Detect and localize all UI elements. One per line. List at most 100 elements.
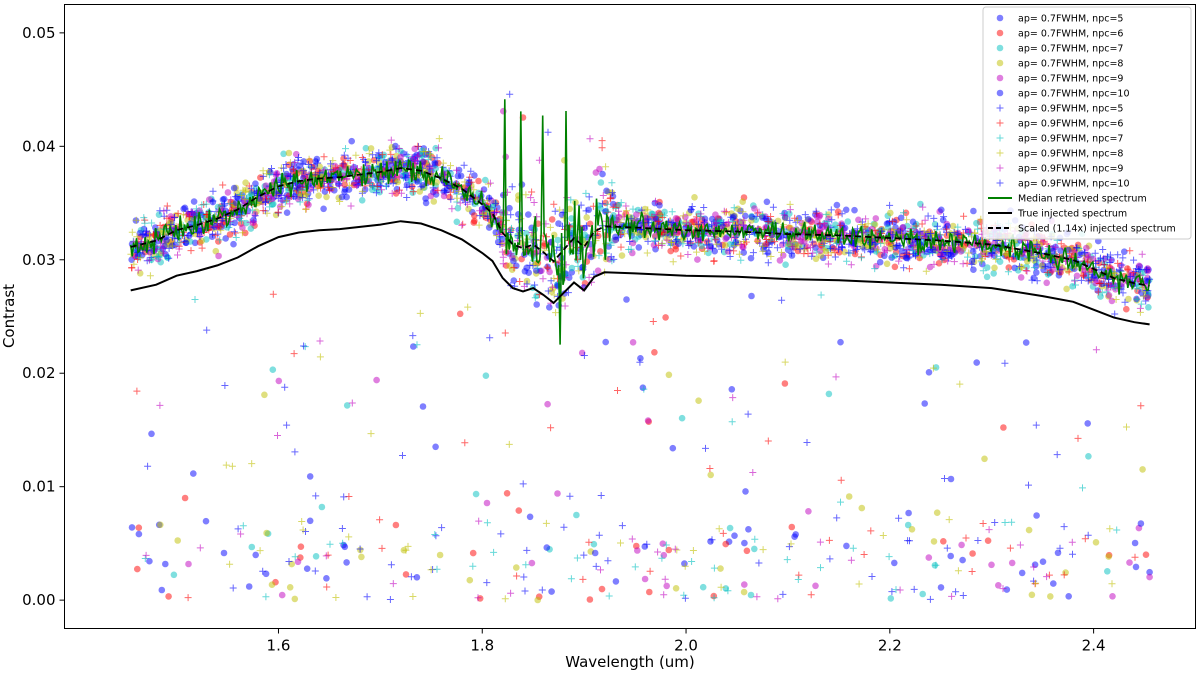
data-point — [298, 167, 306, 175]
data-point — [672, 215, 680, 222]
data-point — [373, 376, 380, 384]
data-point — [808, 238, 816, 246]
data-point — [252, 551, 259, 559]
data-point — [701, 215, 709, 223]
data-point — [933, 509, 941, 516]
data-point — [817, 564, 824, 572]
data-point — [528, 188, 536, 196]
data-point — [501, 595, 509, 603]
data-point — [1118, 261, 1126, 269]
data-point — [286, 584, 294, 591]
data-point — [781, 214, 789, 221]
data-point — [1008, 559, 1016, 567]
data-point — [1092, 346, 1100, 354]
data-point — [763, 198, 771, 206]
data-point — [543, 263, 551, 271]
data-point — [419, 403, 427, 410]
data-point — [739, 221, 747, 229]
data-point — [402, 546, 410, 554]
data-point — [506, 204, 513, 212]
data-point — [1108, 297, 1116, 305]
data-point — [227, 196, 235, 204]
data-point — [305, 195, 313, 203]
data-point — [1137, 520, 1145, 527]
data-point — [239, 186, 247, 194]
data-point — [751, 545, 758, 553]
data-point — [838, 210, 846, 218]
data-point — [694, 239, 702, 247]
data-point — [748, 213, 756, 221]
plot-frame — [64, 4, 1196, 629]
legend-marker — [996, 14, 1004, 22]
data-point — [483, 197, 491, 205]
data-point — [644, 206, 652, 214]
data-point — [640, 385, 648, 393]
data-point — [604, 557, 612, 565]
data-point — [422, 195, 429, 202]
data-point — [1072, 244, 1080, 252]
data-point — [476, 595, 484, 602]
data-point — [136, 254, 144, 262]
data-point — [294, 558, 302, 566]
data-point — [794, 576, 802, 583]
data-point — [592, 169, 600, 176]
data-point — [708, 221, 716, 229]
data-point — [343, 193, 350, 201]
data-point — [966, 228, 974, 236]
data-point — [679, 240, 687, 248]
data-point — [900, 264, 908, 272]
legend-label: ap= 0.7FWHM, npc=7 — [1018, 44, 1123, 55]
data-point — [1104, 568, 1111, 575]
data-point — [543, 544, 551, 551]
data-point — [417, 183, 425, 191]
data-point — [637, 355, 644, 362]
data-point — [466, 576, 474, 584]
data-point — [578, 349, 586, 357]
data-point — [1047, 593, 1054, 600]
data-point — [1114, 251, 1122, 259]
data-point — [490, 209, 498, 217]
data-point — [726, 253, 734, 260]
data-point — [299, 183, 307, 191]
data-point — [944, 257, 952, 265]
data-point — [730, 213, 738, 220]
data-point — [889, 231, 897, 239]
data-point — [462, 198, 469, 206]
data-point — [950, 258, 958, 266]
data-point — [285, 149, 293, 157]
data-point — [342, 145, 349, 153]
data-point — [1097, 254, 1104, 262]
data-point — [367, 430, 375, 438]
data-point — [671, 237, 679, 245]
data-point — [554, 490, 561, 497]
data-point — [946, 244, 954, 252]
data-point — [498, 235, 506, 243]
data-point — [365, 150, 373, 158]
data-point — [938, 206, 945, 214]
data-point — [156, 401, 164, 409]
data-point — [954, 567, 962, 575]
legend-marker — [996, 89, 1004, 97]
data-point — [871, 265, 879, 273]
data-point — [1025, 526, 1033, 534]
data-point — [181, 204, 189, 212]
legend-label: ap= 0.7FWHM, npc=6 — [1018, 29, 1123, 40]
data-point — [843, 257, 851, 265]
data-point — [970, 245, 978, 253]
data-point — [448, 205, 456, 213]
data-point — [507, 589, 515, 597]
data-point — [952, 588, 960, 596]
data-point — [926, 263, 934, 271]
data-point — [837, 338, 844, 346]
data-point — [742, 488, 749, 495]
data-point — [1018, 263, 1026, 271]
data-point — [1081, 535, 1089, 543]
data-point — [900, 209, 907, 217]
data-point — [202, 517, 210, 525]
data-point — [305, 155, 313, 163]
data-point — [862, 215, 870, 223]
data-point — [999, 585, 1007, 593]
data-point — [145, 256, 153, 264]
data-point — [1081, 268, 1089, 276]
data-point — [1121, 298, 1129, 306]
